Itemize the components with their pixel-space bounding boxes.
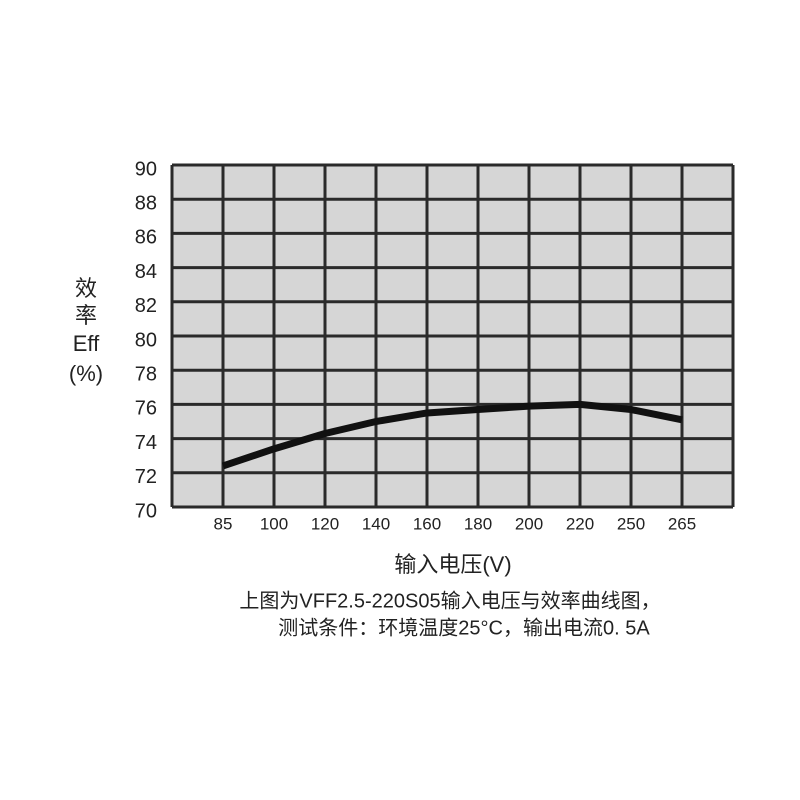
x-tick-label: 85 xyxy=(214,514,233,533)
x-tick-label: 160 xyxy=(413,514,441,533)
caption: 上图为VFF2.5-220S05输入电压与效率曲线图， xyxy=(239,589,660,612)
y-label: 率 xyxy=(75,303,97,328)
caption: 测试条件：环境温度25°C，输出电流0. 5A xyxy=(278,616,650,639)
x-tick-label: 265 xyxy=(668,514,696,533)
y-tick-label: 82 xyxy=(135,295,157,317)
y-label: (%) xyxy=(69,361,103,386)
x-tick-label: 180 xyxy=(464,514,492,533)
data-line xyxy=(221,400,683,470)
x-tick-label: 100 xyxy=(260,514,288,533)
x-label: 输入电压(V) xyxy=(394,552,511,577)
y-tick-label: 70 xyxy=(135,500,157,522)
y-tick-label: 88 xyxy=(135,192,157,214)
x-tick-label: 200 xyxy=(515,514,543,533)
y-tick-label: 84 xyxy=(135,261,157,283)
y-tick-label: 74 xyxy=(135,432,157,454)
x-tick-label: 220 xyxy=(566,514,594,533)
y-tick-label: 86 xyxy=(135,227,157,249)
x-tick-label: 140 xyxy=(362,514,390,533)
y-tick-label: 78 xyxy=(135,363,157,385)
y-label: Eff xyxy=(73,331,100,356)
y-tick-label: 80 xyxy=(135,329,157,351)
y-tick-label: 76 xyxy=(135,398,157,420)
y-tick-label: 72 xyxy=(135,466,157,488)
x-tick-label: 250 xyxy=(617,514,645,533)
x-tick-label: 120 xyxy=(311,514,339,533)
y-label: 效 xyxy=(75,276,97,301)
y-tick-label: 90 xyxy=(135,158,157,180)
